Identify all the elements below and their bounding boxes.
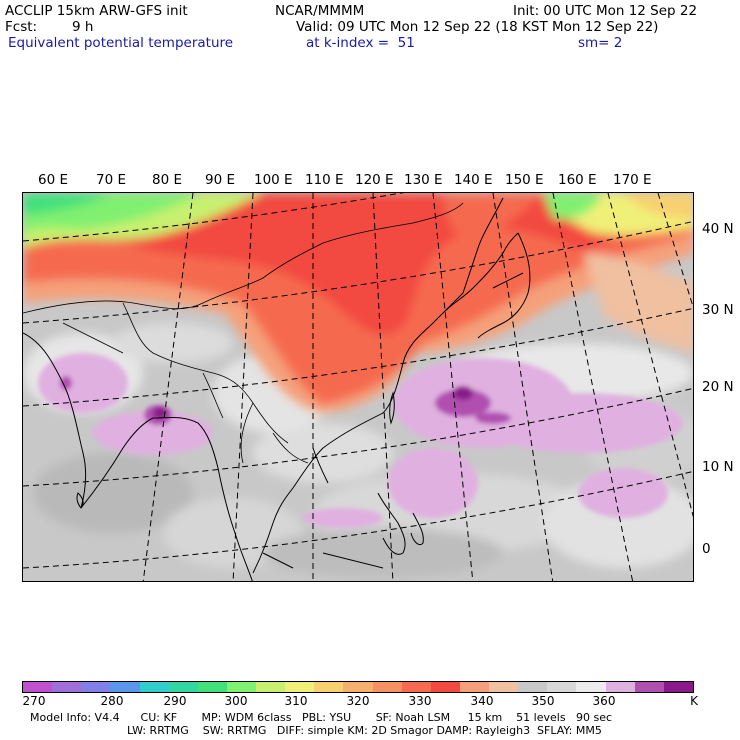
lon-label: 120 E [355, 172, 394, 188]
lat-label: 40 N [702, 221, 734, 237]
colorbar-swatch [489, 682, 519, 692]
purple-high-theta-e [38, 353, 683, 528]
lon-label: 150 E [505, 172, 544, 188]
colorbar-label: 310 [284, 694, 308, 708]
forecast-label: Fcst: [5, 19, 38, 35]
warm-band [23, 193, 693, 413]
colorbar-label: 330 [408, 694, 432, 708]
colorbar-label: 300 [224, 694, 248, 708]
colorbar-label: 290 [163, 694, 187, 708]
colorbar-label: 340 [470, 694, 494, 708]
colorbar-label: 360 [592, 694, 616, 708]
colorbar-swatch [314, 682, 344, 692]
lon-label: 60 E [38, 172, 68, 188]
colorbar-swatch [576, 682, 606, 692]
colorbar-swatch [52, 682, 82, 692]
colorbar-swatch [168, 682, 198, 692]
lon-label: 100 E [254, 172, 293, 188]
coastlines [23, 197, 531, 581]
graticule [23, 193, 693, 581]
lon-label: 110 E [305, 172, 344, 188]
colorbar [22, 681, 694, 693]
model-info-line1: Model Info: V4.4 CU: KF MP: WDM 6class P… [30, 711, 613, 724]
lat-label: 30 N [702, 302, 734, 318]
lon-label: 130 E [404, 172, 443, 188]
colorbar-swatch [110, 682, 140, 692]
lon-label: 140 E [454, 172, 493, 188]
lon-label: 90 E [205, 172, 235, 188]
colorbar-swatch [401, 682, 431, 692]
colorbar-swatch [23, 682, 53, 692]
field-name: Equivalent potential temperature [8, 35, 234, 51]
lon-label: 80 E [152, 172, 182, 188]
colorbar-label: 270 [22, 694, 46, 708]
valid-time: Valid: 09 UTC Mon 12 Sep 22 (18 KST Mon … [296, 19, 659, 35]
lat-label: 10 N [702, 459, 734, 475]
colorbar-swatch [547, 682, 577, 692]
colorbar-label: 320 [346, 694, 370, 708]
colorbar-swatch [285, 682, 315, 692]
model-title: ACCLIP 15km ARW-GFS init [5, 3, 188, 19]
country-borders [23, 202, 464, 464]
colorbar-swatch [459, 682, 489, 692]
level-label: at k-index = 51 [306, 35, 415, 51]
colorbar-swatch [256, 682, 286, 692]
lon-label: 70 E [96, 172, 126, 188]
colorbar-swatch [226, 682, 256, 692]
colorbar-swatch [372, 682, 402, 692]
colorbar-swatch [518, 682, 548, 692]
colorbar-swatch [139, 682, 169, 692]
colorbar-swatch [605, 682, 635, 692]
colorbar-swatch [430, 682, 460, 692]
colorbar-swatch [81, 682, 111, 692]
lat-label: 0 [702, 541, 711, 557]
lon-label: 160 E [558, 172, 597, 188]
smoothing-label: sm= 2 [578, 35, 623, 51]
colorbar-swatch [197, 682, 227, 692]
map-field [23, 193, 693, 581]
model-info-line2: LW: RRTMG SW: RRTMG DIFF: simple KM: 2D … [127, 724, 602, 737]
colorbar-unit: K [690, 694, 698, 708]
lat-label: 20 N [702, 379, 734, 395]
forecast-hour: 9 h [72, 19, 94, 35]
lon-label: 170 E [613, 172, 652, 188]
init-time: Init: 00 UTC Mon 12 Sep 22 [513, 3, 698, 19]
colorbar-swatch [343, 682, 373, 692]
colorbar-swatch [634, 682, 664, 692]
colorbar-label: 280 [100, 694, 124, 708]
colorbar-swatch [663, 682, 693, 692]
organization-label: NCAR/MMMM [275, 3, 365, 19]
colorbar-label: 350 [531, 694, 555, 708]
theta-e-map [22, 192, 694, 582]
